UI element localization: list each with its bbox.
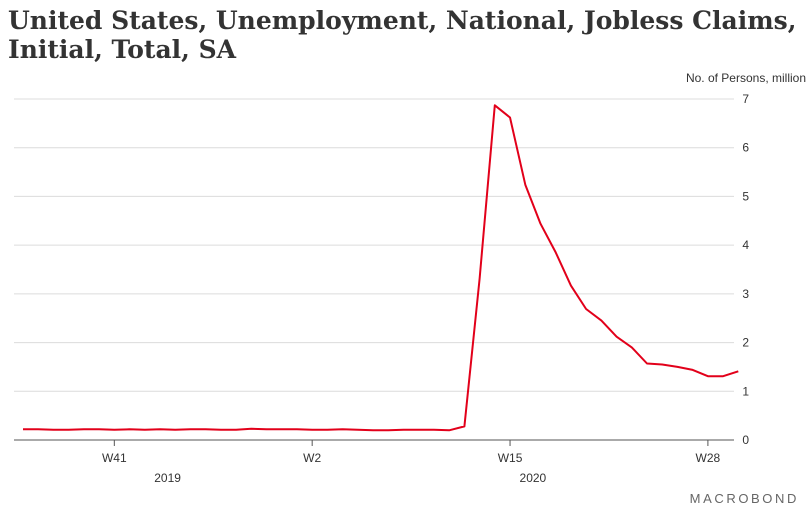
x-tick-labels: W41 W2 W15 W28 bbox=[102, 451, 721, 465]
y-tick-label: 0 bbox=[742, 433, 749, 447]
y-tick-label: 7 bbox=[742, 92, 749, 106]
year-label: 2020 bbox=[520, 471, 547, 485]
y-tick-label: 4 bbox=[742, 238, 749, 252]
macrobond-logo: MACROBOND bbox=[689, 491, 799, 506]
chart-title: United States, Unemployment, National, J… bbox=[8, 6, 797, 64]
y-tick-label: 1 bbox=[742, 384, 749, 398]
x-tick-label: W41 bbox=[102, 451, 127, 465]
y-tick-label: 2 bbox=[742, 336, 749, 350]
year-labels: 2019 2020 bbox=[154, 471, 546, 485]
x-tick-label: W28 bbox=[696, 451, 721, 465]
x-tick-label: W2 bbox=[303, 451, 321, 465]
series-layer bbox=[23, 104, 739, 432]
y-tick-label: 5 bbox=[742, 189, 749, 203]
y-axis-unit-label: No. of Persons, million bbox=[685, 71, 806, 85]
series-line bbox=[23, 104, 739, 432]
x-tick-label: W15 bbox=[498, 451, 523, 465]
y-axis: 0 1 2 3 4 5 6 7 bbox=[742, 92, 749, 447]
year-label: 2019 bbox=[154, 471, 181, 485]
y-tick-label: 3 bbox=[742, 287, 749, 301]
gridlines bbox=[14, 98, 734, 392]
x-axis bbox=[14, 439, 734, 446]
y-tick-label: 6 bbox=[742, 141, 749, 155]
